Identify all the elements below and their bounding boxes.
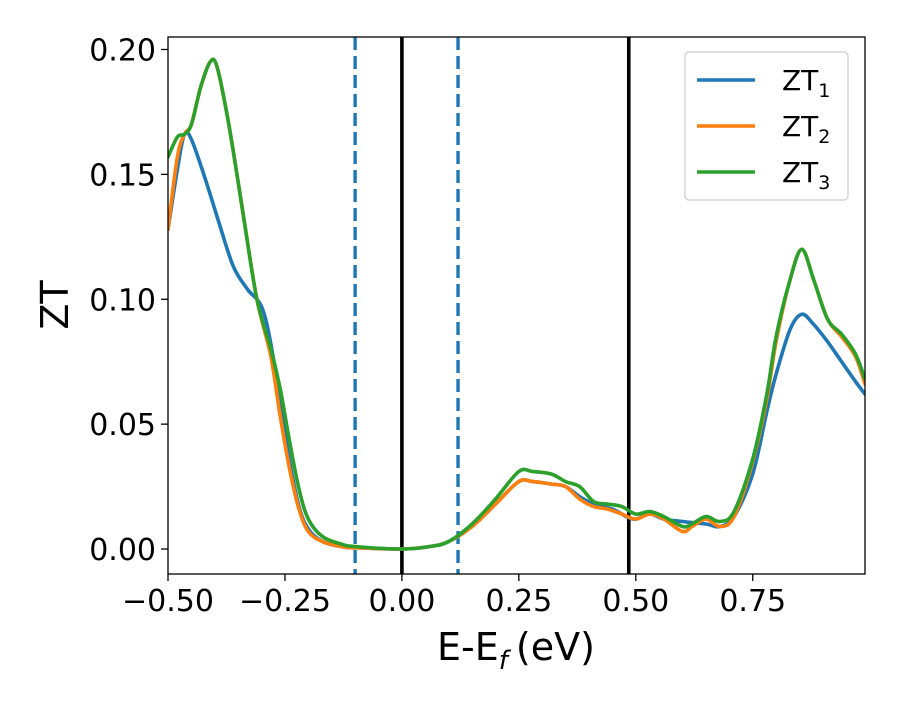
legend-label-subscript: 3 bbox=[818, 172, 830, 194]
y-tick-label: 0.00 bbox=[89, 533, 156, 568]
x-axis-title: E-Ef (eV) bbox=[437, 625, 595, 676]
legend-box bbox=[684, 51, 849, 201]
x-tick-label: −0.25 bbox=[239, 584, 331, 619]
x-axis-title-subscript: f bbox=[499, 646, 512, 676]
reference-lines bbox=[353, 37, 631, 574]
y-tick-label: 0.20 bbox=[89, 33, 156, 68]
x-tick-label: −0.50 bbox=[122, 584, 214, 619]
legend-label-zt2: ZT2 bbox=[782, 110, 830, 148]
legend-label-subscript: 1 bbox=[818, 80, 830, 102]
legend-label-main: ZT bbox=[782, 64, 819, 97]
x-axis-title-main: E-E bbox=[437, 625, 499, 669]
legend-label-zt1: ZT1 bbox=[782, 64, 830, 102]
legend-label-main: ZT bbox=[782, 110, 819, 143]
legend-label-main: ZT bbox=[782, 156, 819, 189]
y-tick-label: 0.10 bbox=[89, 283, 156, 318]
series-line-zt3 bbox=[168, 57, 865, 551]
y-axis-ticks: 0.00 0.05 0.10 0.15 0.20 bbox=[89, 33, 168, 568]
x-tick-label: 0.50 bbox=[602, 584, 669, 619]
x-axis-ticks: −0.50 −0.25 0.00 0.25 0.50 0.75 bbox=[122, 574, 786, 619]
plot-frame bbox=[167, 36, 866, 575]
legend-label-subscript: 2 bbox=[818, 126, 830, 148]
x-tick-label: 0.75 bbox=[719, 584, 786, 619]
legend-label-zt3: ZT3 bbox=[782, 156, 830, 194]
x-tick-label: 0.00 bbox=[368, 584, 435, 619]
y-axis-title: ZT bbox=[33, 280, 77, 330]
y-tick-label: 0.05 bbox=[89, 408, 156, 443]
x-axis-title-unit: (eV) bbox=[516, 625, 595, 669]
x-tick-label: 0.25 bbox=[485, 584, 552, 619]
y-tick-label: 0.15 bbox=[89, 158, 156, 193]
series-lines bbox=[168, 57, 865, 551]
